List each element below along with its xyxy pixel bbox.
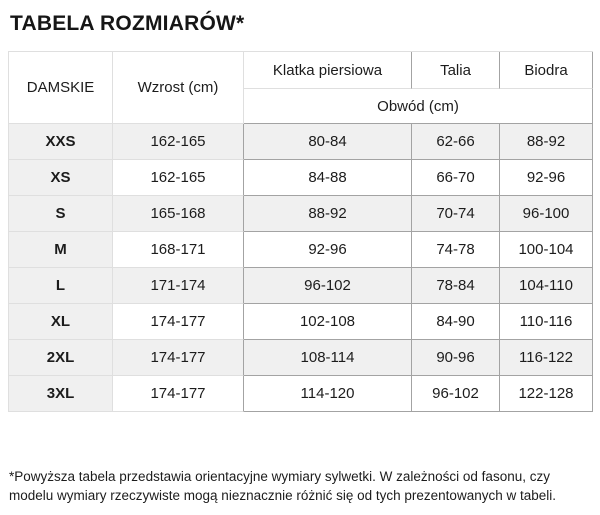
hips-cell: 100-104 (500, 232, 593, 268)
chest-cell: 88-92 (244, 196, 412, 232)
header-row: DAMSKIE Wzrost (cm) Klatka piersiowa Tal… (8, 52, 593, 124)
height-cell: 171-174 (113, 268, 244, 304)
table-row-3xl: 3XL 174-177 114-120 96-102 122-128 (8, 376, 593, 412)
col-header-damskie: DAMSKIE (8, 52, 113, 124)
footnote-line-1: *Powyższa tabela przedstawia orientacyjn… (9, 469, 550, 484)
size-label: XL (8, 304, 113, 340)
chest-cell: 102-108 (244, 304, 412, 340)
hips-cell: 104-110 (500, 268, 593, 304)
waist-cell: 62-66 (412, 124, 500, 160)
footnote: *Powyższa tabela przedstawia orientacyjn… (9, 468, 592, 505)
table-row-2xl: 2XL 174-177 108-114 90-96 116-122 (8, 340, 593, 376)
hips-cell: 88-92 (500, 124, 593, 160)
height-cell: 174-177 (113, 376, 244, 412)
chest-cell: 114-120 (244, 376, 412, 412)
waist-cell: 90-96 (412, 340, 500, 376)
size-label: L (8, 268, 113, 304)
hips-cell: 122-128 (500, 376, 593, 412)
height-cell: 168-171 (113, 232, 244, 268)
height-cell: 165-168 (113, 196, 244, 232)
size-label: M (8, 232, 113, 268)
waist-cell: 66-70 (412, 160, 500, 196)
col-header-wzrost: Wzrost (cm) (113, 52, 244, 124)
size-label: 2XL (8, 340, 113, 376)
height-cell: 174-177 (113, 340, 244, 376)
col-header-klatka-piersiowa: Klatka piersiowa (244, 52, 412, 89)
height-cell: 162-165 (113, 124, 244, 160)
hips-cell: 92-96 (500, 160, 593, 196)
table-row-xl: XL 174-177 102-108 84-90 110-116 (8, 304, 593, 340)
chest-cell: 92-96 (244, 232, 412, 268)
chest-cell: 108-114 (244, 340, 412, 376)
table-row-xxs: XXS 162-165 80-84 62-66 88-92 (8, 124, 593, 160)
subheader-row: Obwód (cm) (8, 89, 593, 124)
chest-cell: 80-84 (244, 124, 412, 160)
hips-cell: 116-122 (500, 340, 593, 376)
chest-cell: 96-102 (244, 268, 412, 304)
subheader-obwod: Obwód (cm) (244, 89, 593, 124)
size-table: DAMSKIE Wzrost (cm) Klatka piersiowa Tal… (8, 51, 593, 412)
height-cell: 174-177 (113, 304, 244, 340)
chest-cell: 84-88 (244, 160, 412, 196)
waist-cell: 84-90 (412, 304, 500, 340)
table-row-xs: XS 162-165 84-88 66-70 92-96 (8, 160, 593, 196)
height-cell: 162-165 (113, 160, 244, 196)
hips-cell: 96-100 (500, 196, 593, 232)
size-label: 3XL (8, 376, 113, 412)
size-label: XS (8, 160, 113, 196)
size-label: S (8, 196, 113, 232)
waist-cell: 78-84 (412, 268, 500, 304)
footnote-line-2: modelu wymiary rzeczywiste mogą nieznacz… (9, 487, 556, 503)
table-row-l: L 171-174 96-102 78-84 104-110 (8, 268, 593, 304)
page-title: TABELA ROZMIARÓW* (10, 12, 245, 35)
col-header-talia: Talia (412, 52, 500, 89)
col-header-biodra: Biodra (500, 52, 593, 89)
waist-cell: 74-78 (412, 232, 500, 268)
size-label: XXS (8, 124, 113, 160)
table-row-m: M 168-171 92-96 74-78 100-104 (8, 232, 593, 268)
hips-cell: 110-116 (500, 304, 593, 340)
table-row-s: S 165-168 88-92 70-74 96-100 (8, 196, 593, 232)
waist-cell: 96-102 (412, 376, 500, 412)
waist-cell: 70-74 (412, 196, 500, 232)
